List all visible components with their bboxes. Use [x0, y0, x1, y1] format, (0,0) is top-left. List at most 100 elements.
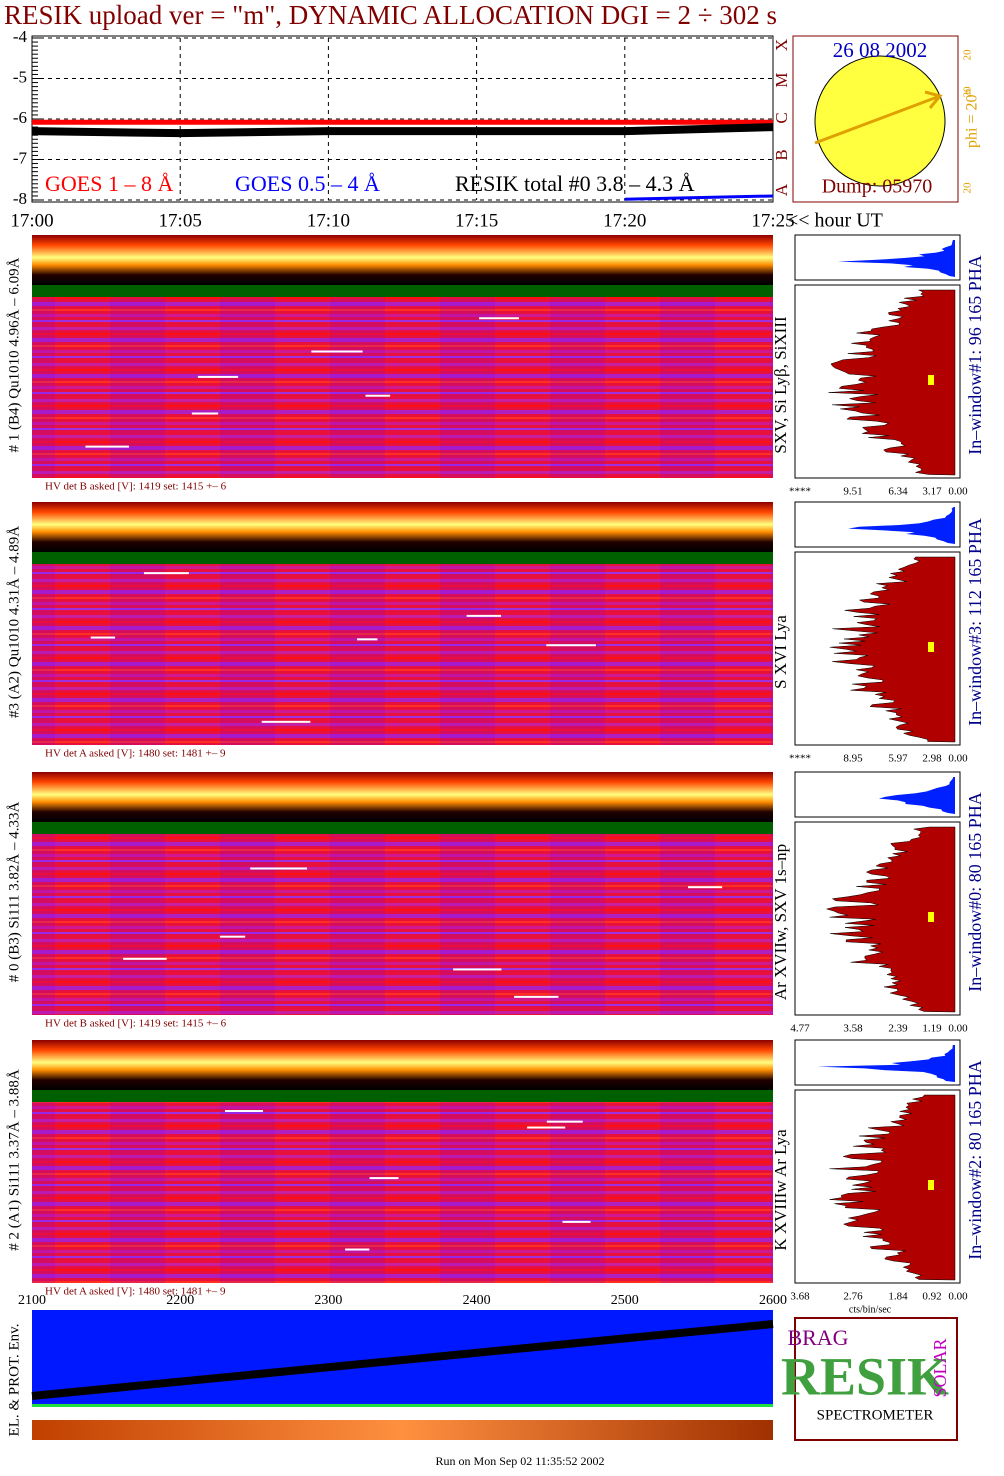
pha-tick-label: 3.68	[790, 1291, 810, 1303]
legend-label: GOES 1 – 8 Å	[45, 171, 173, 196]
x-tick-label: 17:00	[10, 210, 53, 231]
spectrogram-band	[32, 772, 773, 822]
pha-tick-label: 5.97	[888, 753, 908, 765]
pha-unit: cts/bin/sec	[849, 1304, 892, 1315]
pha-small-shape	[837, 240, 955, 277]
panel-label: # 0 (B3) Si111 3.82Å – 4.33Å	[6, 802, 22, 983]
series-line	[31, 123, 774, 138]
line-label: K XVIIIw Ar Lya	[771, 1129, 790, 1251]
bright-line	[357, 638, 378, 641]
hv-text: HV det B asked [V]: 1419 set: 1415 +– 6	[45, 481, 227, 493]
pha-tick-label: 2.98	[922, 753, 942, 765]
chart-title: RESIK upload ver = "m", DYNAMIC ALLOCATI…	[4, 0, 777, 30]
pha-tick-label: 1.19	[922, 1023, 942, 1035]
channel-tick-label: 2600	[759, 1293, 787, 1308]
window-label: In–window#1: 96 165 PHA	[965, 255, 985, 455]
bright-line	[250, 867, 308, 870]
sun-arrow	[814, 94, 941, 145]
hv-text: HV det B asked [V]: 1419 set: 1415 +– 6	[45, 1018, 227, 1030]
y-tick-label: -5	[13, 67, 27, 86]
bright-line	[85, 445, 129, 448]
pha-tick-label: 3.58	[843, 1023, 863, 1035]
pha-small-shape	[848, 507, 955, 544]
logo-bottom: SPECTROMETER	[817, 1407, 934, 1423]
sun-disk	[814, 55, 946, 187]
pha-tick-label: 0.00	[948, 753, 968, 765]
pha-main-shape	[828, 289, 956, 476]
line-label: Ar XVIIw, SXV 1s–np	[771, 844, 790, 1000]
bright-line	[479, 317, 520, 320]
x-tick-label: 17:10	[307, 210, 350, 231]
pha-main-shape	[829, 556, 956, 743]
flare-class: M	[772, 72, 791, 87]
footer: Run on Mon Sep 02 11:35:52 2002	[436, 1454, 605, 1468]
y-tick-label: -7	[13, 148, 28, 167]
window-label: In–window#3: 112 165 PHA	[965, 518, 985, 726]
hv-text: HV det A asked [V]: 1480 set: 1481 +– 9	[45, 748, 226, 760]
y-tick-label: -6	[13, 108, 27, 127]
env-label: EL. & PROT. Env.	[6, 1324, 22, 1437]
sun-scale: 20	[962, 49, 974, 61]
logo-side: SOLAR	[930, 1338, 950, 1397]
bright-line	[369, 1177, 399, 1180]
bright-line	[453, 968, 502, 971]
sun-dump: Dump: 05970	[822, 176, 933, 198]
sun-scale: 20	[962, 182, 974, 194]
x-tick-label: 17:05	[159, 210, 202, 231]
series-line	[624, 194, 774, 201]
bright-line	[514, 995, 559, 998]
env-line	[31, 1320, 774, 1400]
logo-big: RESIK	[781, 1346, 949, 1406]
line-label: S XVI Lya	[771, 615, 790, 689]
spectrogram-columns	[32, 1090, 773, 1283]
line-label: SXV, Si Lyβ, SiXIII	[771, 316, 790, 454]
bright-line	[261, 720, 311, 723]
window-label: In–window#0: 80 165 PHA	[965, 792, 985, 992]
pha-tick-label: 0.92	[922, 1291, 941, 1303]
sun-date: 26 08 2002	[833, 38, 928, 62]
panel-label: # 2 (A1) Si111 3.37Å – 3.88Å	[6, 1069, 22, 1251]
pha-tick-label: 1.84	[888, 1291, 908, 1303]
pha-tick-label: 0.00	[948, 1023, 968, 1035]
flare-class: A	[772, 183, 791, 196]
bright-line	[365, 394, 391, 397]
y-tick-label: -4	[13, 27, 28, 46]
flare-class: C	[772, 112, 791, 123]
legend-label: GOES 0.5 – 4 Å	[235, 171, 380, 196]
channel-tick-label: 2200	[166, 1293, 194, 1308]
bright-line	[224, 1110, 264, 1113]
spectrogram-edge	[32, 822, 773, 834]
legend-label: RESIK total #0 3.8 – 4.3 Å	[455, 171, 695, 196]
pha-tick-label: 6.34	[888, 486, 908, 498]
bright-line	[90, 636, 116, 639]
spectrogram-edge	[32, 285, 773, 297]
window-label: In–window#2: 80 165 PHA	[965, 1060, 985, 1260]
y-tick-label: -8	[13, 189, 27, 208]
pha-marker	[928, 642, 934, 652]
bright-line	[546, 644, 596, 647]
pha-tick-label: 2.76	[843, 1291, 863, 1303]
pha-tick-label: 9.51	[843, 486, 862, 498]
bright-line	[546, 1120, 583, 1123]
env-base	[32, 1404, 773, 1407]
pha-small	[794, 1039, 961, 1086]
pha-tick-label: 8.95	[843, 753, 863, 765]
bright-line	[345, 1248, 370, 1251]
hv-text: HV det A asked [V]: 1480 set: 1481 +– 9	[45, 1286, 226, 1298]
pha-tick-label: 3.17	[922, 486, 942, 498]
bright-line	[527, 1126, 566, 1129]
panel-label: #3 (A2) Qu1010 4.31Å – 4.89Å	[6, 526, 22, 718]
x-tick-label: 17:15	[455, 210, 498, 231]
spectrogram-band	[32, 235, 773, 285]
color-strip	[32, 1420, 773, 1440]
sun-scale: 20	[962, 86, 974, 98]
bright-line	[688, 886, 723, 889]
pha-main-shape	[825, 826, 956, 1013]
spectrogram-columns	[32, 822, 773, 1015]
pha-tick-label: 0.00	[948, 1291, 968, 1303]
channel-tick-label: 2400	[463, 1293, 491, 1308]
bright-line	[123, 957, 167, 960]
bright-line	[311, 350, 363, 353]
